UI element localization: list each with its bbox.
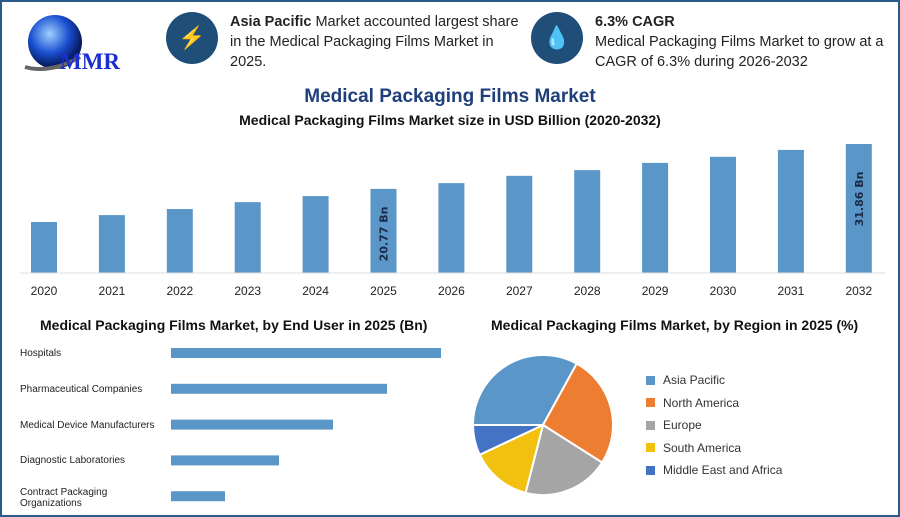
legend-label: North America (663, 395, 740, 410)
x-tick-2025: 2025 (370, 284, 397, 298)
bar-2028 (574, 170, 601, 273)
pie-slice-south-america (478, 423, 545, 495)
legend-label: Asia Pacific (663, 373, 726, 387)
legend-label: South America (663, 440, 742, 455)
x-tick-2022: 2022 (166, 284, 193, 298)
chart-subtitle: Medical Packaging Films Market size in U… (239, 112, 661, 128)
category-label: Pharmaceutical Companies (20, 383, 143, 395)
bar-2022 (166, 209, 193, 273)
region-title: Medical Packaging Films Market, by Regio… (491, 317, 859, 333)
info1-text: Market accounted largest share in the Me… (230, 14, 519, 70)
hbar-2 (171, 419, 333, 430)
hbar-1 (171, 383, 387, 394)
pie-slice-asia-pacific (471, 354, 579, 426)
bar-2026 (438, 183, 465, 273)
pie-slice-europe (524, 423, 604, 496)
x-tick-2021: 2021 (99, 284, 126, 298)
bar-2027 (506, 175, 533, 273)
x-tick-2031: 2031 (778, 284, 805, 298)
legend-item: Asia Pacific (646, 373, 725, 387)
category-label: Contract Packaging Organizations (20, 487, 108, 510)
x-tick-2026: 2026 (438, 284, 465, 298)
bar-2029 (642, 162, 669, 273)
x-tick-2028: 2028 (574, 284, 601, 298)
legend-swatch (646, 375, 655, 385)
legend-swatch (646, 398, 655, 408)
legend-item: Middle East and Africa (646, 463, 782, 477)
category-label: Medical Device Manufacturers (20, 419, 155, 431)
legend-item: South America (646, 441, 741, 455)
hbar-0 (171, 348, 441, 358)
category-label: Diagnostic Laboratories (20, 455, 126, 467)
bar-2021 (98, 215, 125, 273)
logo-text: MMR (60, 49, 121, 74)
growth-drop-icon: 💧 (531, 12, 583, 64)
info-cagr: 💧 6.3% CAGR Medical Packaging Films Marke… (531, 12, 895, 72)
bar-2032 (845, 144, 872, 273)
legend-label: Europe (663, 418, 702, 433)
legend-item: North America (646, 396, 739, 410)
legend-item: Europe (646, 418, 702, 432)
x-tick-2029: 2029 (642, 284, 669, 298)
hbar-4 (171, 491, 225, 502)
x-tick-2023: 2023 (234, 284, 261, 298)
bar-2024 (302, 196, 329, 273)
bar-2030 (710, 156, 736, 273)
info2-bold: 6.3% CAGR (595, 14, 675, 30)
bar-2023 (234, 202, 261, 273)
lightning-icon: ⚡ (166, 12, 218, 64)
bar-2031 (777, 149, 804, 273)
x-tick-2030: 2030 (710, 284, 737, 298)
x-tick-2027: 2027 (506, 284, 533, 298)
legend-swatch (646, 465, 655, 475)
x-tick-2020: 2020 (31, 284, 58, 298)
info-asia-pacific: ⚡ Asia Pacific Market accounted largest … (166, 12, 530, 72)
globe-icon (24, 15, 82, 71)
logo: MMR (20, 12, 140, 77)
pie-slice-middle-east-and-africa (471, 424, 544, 457)
category-label: Hospitals (20, 348, 62, 359)
chart-title: Medical Packaging Films Market (304, 86, 596, 107)
hbar-3 (171, 455, 279, 466)
legend-swatch (646, 443, 655, 453)
legend-label: Middle East and Africa (663, 463, 783, 478)
info2-text: Medical Packaging Films Market to grow a… (595, 34, 884, 70)
bar-2025 (370, 188, 397, 273)
data-label-2025: 20.77 Bn (378, 206, 391, 261)
legend-swatch (646, 420, 655, 430)
pie-slice-north-america (541, 362, 614, 464)
x-tick-2032: 2032 (845, 284, 872, 298)
bar-2020 (31, 221, 57, 273)
data-label-2032: 31.86 Bn (853, 172, 866, 227)
end-user-title: Medical Packaging Films Market, by End U… (40, 317, 428, 333)
x-tick-2024: 2024 (302, 284, 329, 298)
info1-bold: Asia Pacific (230, 14, 312, 30)
